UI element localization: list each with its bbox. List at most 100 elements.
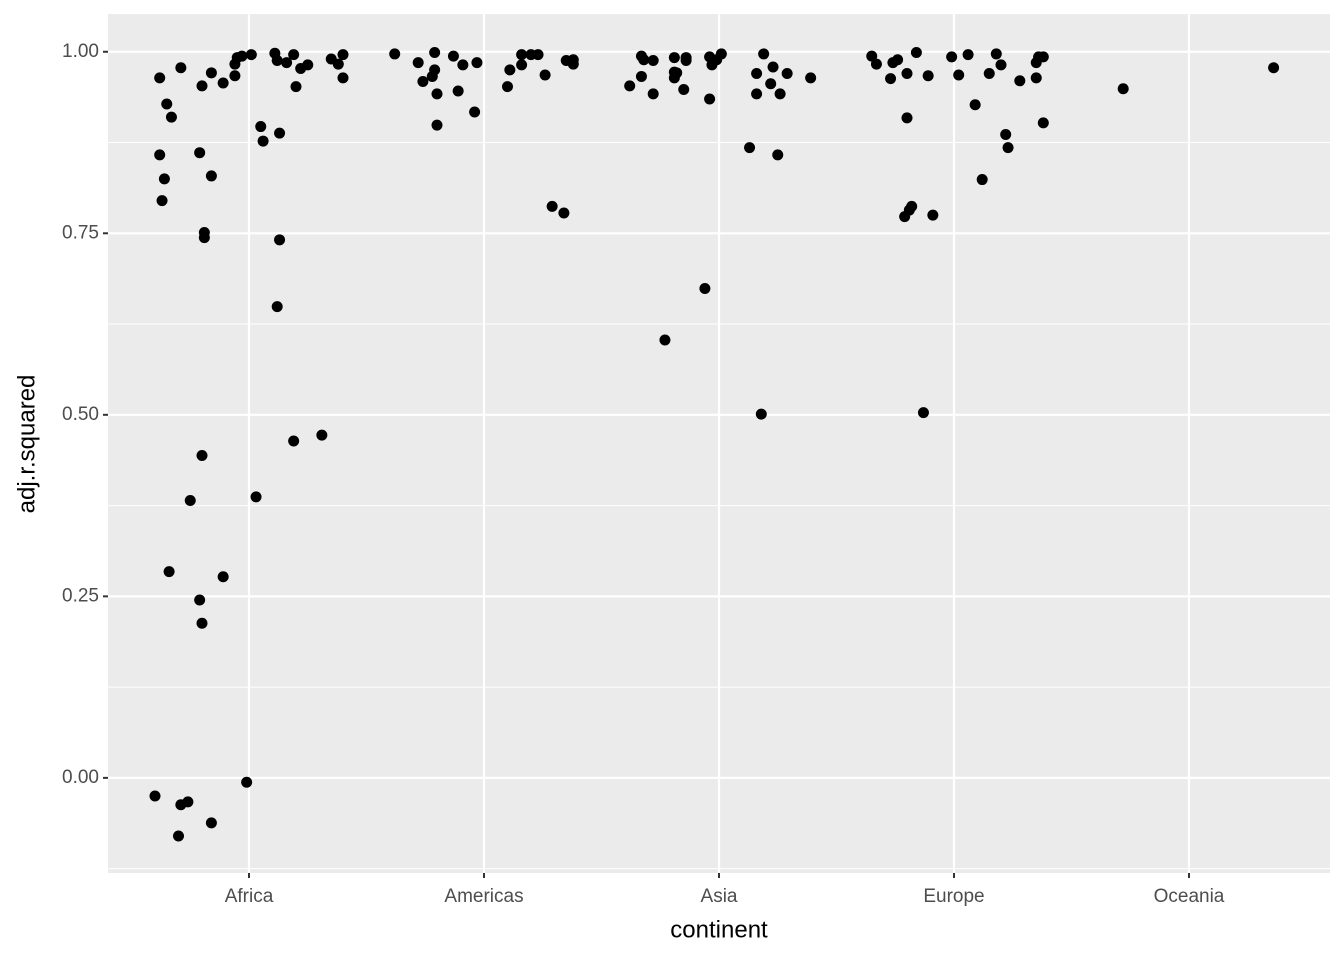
point bbox=[1014, 75, 1026, 87]
point bbox=[668, 52, 680, 64]
point bbox=[516, 49, 528, 61]
point bbox=[196, 449, 208, 461]
point bbox=[901, 112, 913, 124]
point bbox=[1037, 51, 1049, 63]
point bbox=[241, 776, 253, 788]
point bbox=[316, 429, 328, 441]
point bbox=[173, 830, 184, 842]
point bbox=[885, 73, 897, 85]
x-tick-label: Asia bbox=[701, 886, 738, 907]
point bbox=[624, 80, 636, 92]
point bbox=[976, 174, 988, 186]
point bbox=[1030, 72, 1042, 84]
point bbox=[389, 48, 401, 60]
point bbox=[236, 50, 248, 62]
point bbox=[288, 435, 300, 447]
point bbox=[198, 232, 210, 244]
point bbox=[250, 491, 262, 503]
point bbox=[194, 594, 206, 606]
point bbox=[767, 61, 779, 73]
point bbox=[781, 68, 793, 80]
point bbox=[452, 85, 464, 97]
point bbox=[1117, 83, 1129, 95]
point bbox=[184, 495, 196, 507]
point bbox=[154, 72, 166, 84]
point bbox=[659, 334, 671, 346]
x-tick-label: Africa bbox=[225, 886, 274, 907]
point bbox=[229, 70, 241, 82]
point bbox=[158, 173, 170, 185]
point bbox=[182, 796, 194, 808]
y-tick-label: 0.50 bbox=[62, 404, 99, 425]
point bbox=[196, 80, 208, 92]
y-tick-label: 1.00 bbox=[62, 41, 99, 62]
point bbox=[680, 52, 692, 64]
x-tick-label: Europe bbox=[923, 886, 984, 907]
point bbox=[502, 81, 513, 93]
point bbox=[558, 207, 570, 219]
point bbox=[647, 88, 659, 100]
point bbox=[245, 49, 257, 61]
point bbox=[257, 135, 269, 147]
point bbox=[751, 68, 763, 80]
point bbox=[699, 282, 711, 294]
point bbox=[946, 51, 958, 63]
point bbox=[217, 77, 229, 89]
point bbox=[678, 84, 690, 96]
point bbox=[758, 48, 770, 60]
x-tick-label: Oceania bbox=[1154, 886, 1225, 907]
point bbox=[165, 111, 177, 123]
point bbox=[539, 69, 551, 81]
point bbox=[532, 49, 544, 61]
point bbox=[744, 142, 756, 154]
point bbox=[205, 817, 217, 829]
point bbox=[1037, 117, 1049, 129]
point bbox=[217, 571, 229, 583]
point bbox=[906, 200, 918, 212]
point bbox=[755, 408, 767, 420]
point bbox=[866, 50, 878, 62]
point bbox=[457, 59, 469, 71]
point bbox=[774, 88, 786, 100]
point bbox=[274, 234, 286, 246]
point bbox=[504, 64, 516, 76]
point bbox=[668, 72, 680, 84]
point bbox=[715, 48, 727, 60]
point bbox=[271, 301, 283, 313]
point bbox=[910, 46, 922, 58]
point bbox=[271, 54, 283, 66]
point bbox=[927, 209, 939, 221]
point bbox=[704, 93, 716, 105]
point bbox=[154, 149, 166, 161]
point bbox=[983, 68, 995, 80]
point bbox=[417, 76, 429, 88]
point bbox=[447, 50, 459, 62]
point bbox=[194, 147, 206, 159]
point bbox=[431, 88, 443, 100]
point bbox=[647, 54, 659, 66]
point bbox=[429, 46, 441, 58]
point bbox=[196, 617, 208, 629]
point bbox=[290, 81, 302, 93]
point bbox=[288, 49, 300, 61]
point bbox=[870, 58, 882, 70]
point bbox=[471, 57, 483, 69]
point bbox=[1002, 142, 1014, 154]
point bbox=[156, 195, 168, 207]
x-tick-label: Americas bbox=[444, 886, 523, 907]
point bbox=[302, 59, 314, 71]
point bbox=[772, 149, 784, 161]
point bbox=[274, 127, 286, 139]
point bbox=[765, 78, 777, 90]
point bbox=[922, 70, 934, 82]
point bbox=[205, 170, 217, 182]
point bbox=[281, 57, 293, 69]
point bbox=[516, 59, 528, 71]
point bbox=[567, 54, 579, 66]
point bbox=[969, 99, 981, 111]
point bbox=[163, 566, 175, 578]
point bbox=[175, 62, 187, 74]
point bbox=[337, 72, 349, 84]
point bbox=[205, 67, 217, 79]
x-axis-title: continent bbox=[670, 916, 768, 943]
